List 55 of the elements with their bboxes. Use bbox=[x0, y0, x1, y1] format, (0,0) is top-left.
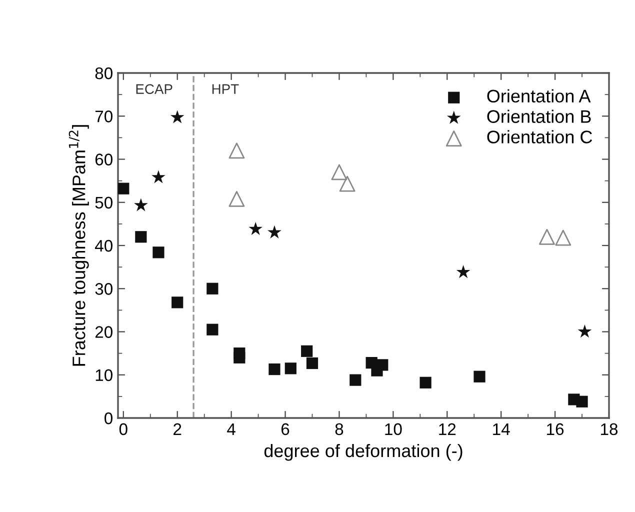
legend-label: Orientation A bbox=[487, 89, 591, 103]
point bbox=[206, 282, 218, 294]
x-tick-label: 12 bbox=[439, 423, 456, 435]
y-axis-title: Fracture toughness [MPam$^{1/2}$] bbox=[68, 125, 89, 366]
point bbox=[152, 170, 166, 184]
y-tick-label: 40 bbox=[94, 240, 112, 252]
annotation: HPT bbox=[212, 84, 239, 94]
x-tick-label: 18 bbox=[601, 423, 618, 436]
point bbox=[118, 182, 130, 194]
point bbox=[576, 396, 588, 408]
point bbox=[228, 190, 245, 207]
y-tick-label: 80 bbox=[95, 67, 112, 80]
y-tick-label: 60 bbox=[95, 154, 112, 166]
x-axis-title: degree of deformation (-) bbox=[264, 444, 462, 461]
x-tick-label: 8 bbox=[335, 423, 344, 436]
point bbox=[152, 246, 164, 258]
x-tick-label: 6 bbox=[281, 423, 290, 436]
point bbox=[339, 176, 356, 192]
x-tick-label: 4 bbox=[227, 423, 236, 435]
point bbox=[538, 228, 555, 245]
y-tick-label: 30 bbox=[95, 283, 112, 295]
point bbox=[135, 231, 147, 243]
x-tick-label: 0 bbox=[119, 423, 128, 436]
point bbox=[228, 142, 245, 159]
y-tick-label: 20 bbox=[95, 326, 112, 338]
y-tick-label: 10 bbox=[96, 369, 112, 382]
point bbox=[420, 376, 432, 388]
point bbox=[306, 357, 318, 370]
point bbox=[376, 359, 388, 371]
y-tick-label: 70 bbox=[95, 110, 112, 122]
y-tick-label: 50 bbox=[95, 196, 112, 209]
annotation: ECAP bbox=[136, 84, 172, 94]
point bbox=[268, 363, 280, 376]
legend-label: Orientation B bbox=[487, 110, 591, 123]
x-tick-label: 14 bbox=[493, 423, 510, 435]
x-tick-label: 16 bbox=[547, 423, 564, 436]
point bbox=[350, 374, 362, 386]
point bbox=[172, 296, 184, 308]
point bbox=[206, 324, 218, 336]
point bbox=[234, 352, 246, 364]
point bbox=[456, 264, 470, 278]
point bbox=[474, 370, 486, 382]
point bbox=[170, 110, 184, 124]
x-tick-label: 10 bbox=[385, 423, 402, 436]
point bbox=[268, 225, 282, 238]
point bbox=[578, 324, 592, 338]
point bbox=[134, 198, 148, 212]
legend-label: Orientation C bbox=[487, 130, 592, 144]
point bbox=[248, 222, 263, 236]
point bbox=[284, 362, 296, 374]
y-tick-label: 0 bbox=[104, 412, 112, 424]
point bbox=[301, 345, 313, 357]
point bbox=[555, 230, 572, 246]
point bbox=[331, 164, 348, 180]
x-tick-label: 2 bbox=[174, 423, 182, 435]
